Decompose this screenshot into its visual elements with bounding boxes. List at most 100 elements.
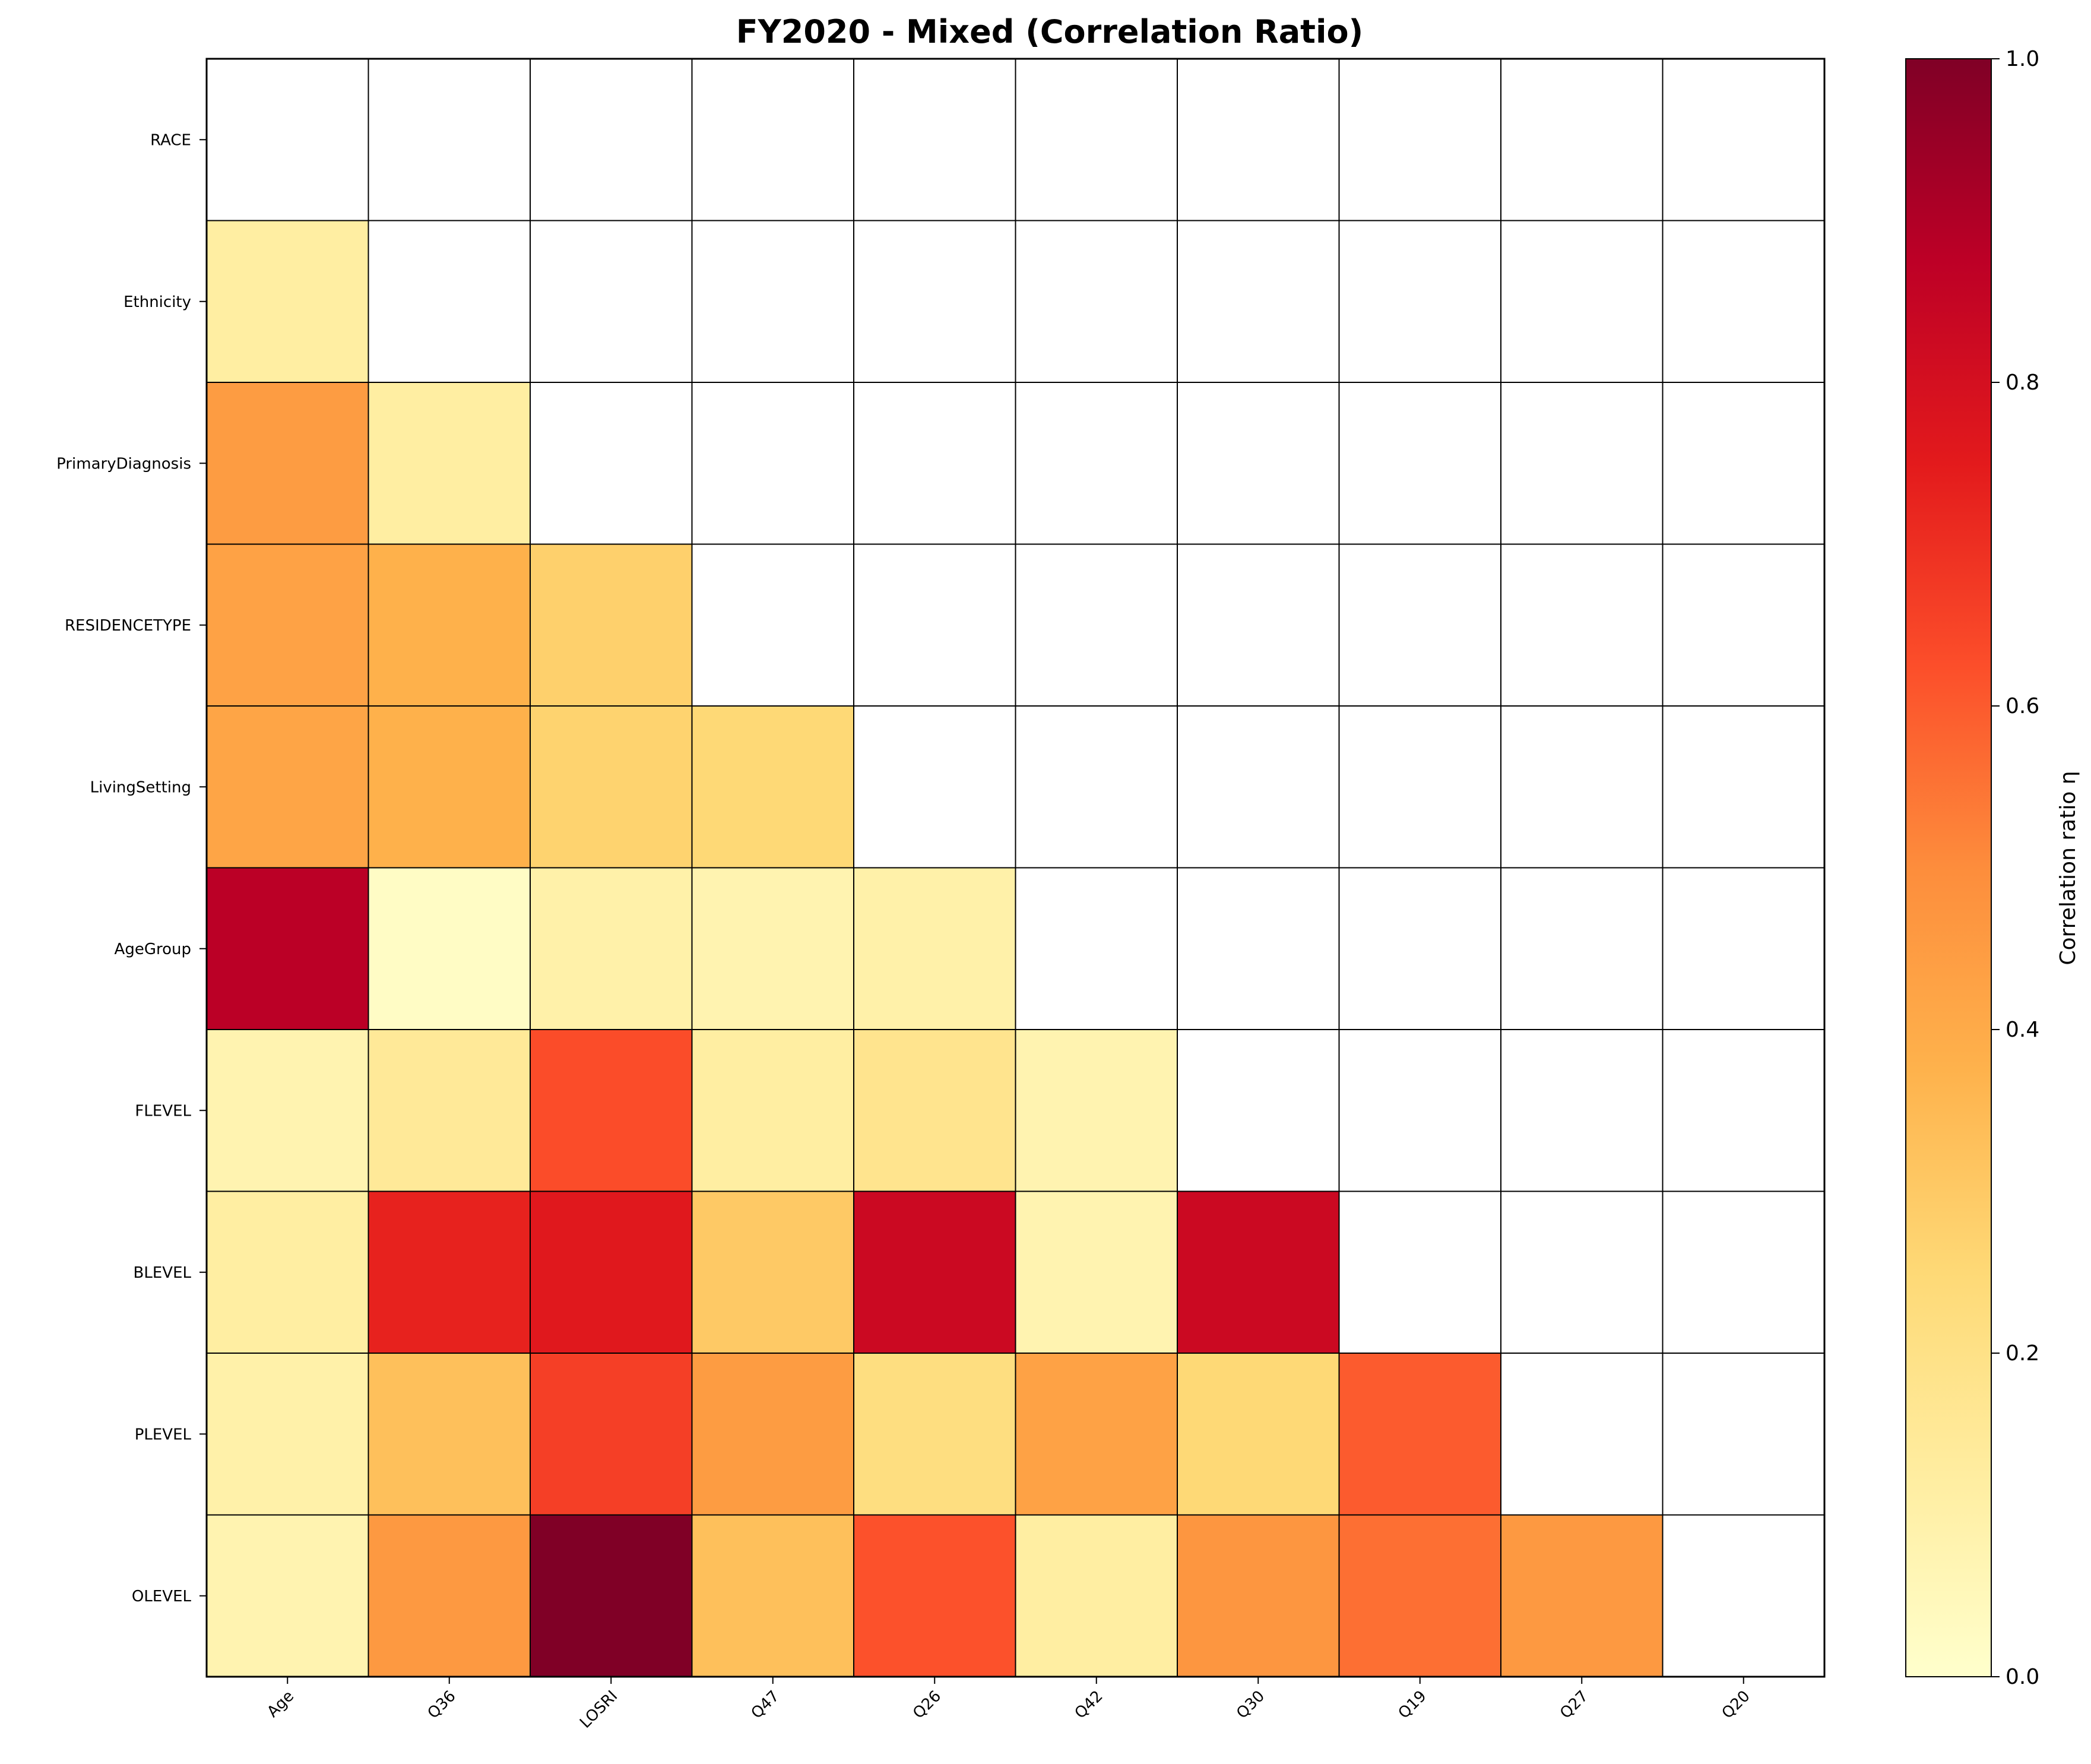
heatmap-cell xyxy=(854,867,1016,1030)
heatmap-cell xyxy=(1501,382,1663,544)
heatmap-cell xyxy=(1339,1191,1501,1353)
heatmap-cell xyxy=(1339,220,1501,382)
heatmap-cell xyxy=(1339,1353,1501,1515)
colorbar-label: Correlation ratio η xyxy=(2056,771,2080,965)
heatmap-cell xyxy=(1177,1515,1339,1677)
heatmap-cell xyxy=(530,706,692,868)
heatmap-cell xyxy=(1662,382,1824,544)
heatmap-cell xyxy=(1015,382,1177,544)
heatmap-cell xyxy=(1339,382,1501,544)
heatmap-cell xyxy=(368,1030,530,1192)
heatmap-cell xyxy=(368,382,530,544)
row-tick-label: Ethnicity xyxy=(123,293,191,311)
heatmap-cell xyxy=(530,867,692,1030)
heatmap-cell xyxy=(692,544,854,706)
heatmap-cell xyxy=(1015,1353,1177,1515)
row-tick-label: OLEVEL xyxy=(132,1588,192,1605)
heatmap-cell xyxy=(1015,1515,1177,1677)
heatmap-cell xyxy=(368,220,530,382)
heatmap-cell xyxy=(1339,1515,1501,1677)
heatmap-cell xyxy=(368,544,530,706)
heatmap-cell xyxy=(1501,1515,1663,1677)
heatmap-cell xyxy=(1501,1030,1663,1192)
colorbar-tick-label: 0.4 xyxy=(2006,1018,2039,1042)
heatmap-cell xyxy=(530,1191,692,1353)
heatmap-cell xyxy=(854,382,1016,544)
heatmap-cell xyxy=(1662,706,1824,868)
heatmap-cell xyxy=(1501,220,1663,382)
heatmap-cell xyxy=(1177,544,1339,706)
heatmap-cell xyxy=(854,1030,1016,1192)
heatmap-grid xyxy=(205,58,1826,1678)
heatmap-cell xyxy=(368,706,530,868)
heatmap-cell xyxy=(854,1353,1016,1515)
heatmap-cell xyxy=(530,382,692,544)
heatmap-cell xyxy=(1177,1030,1339,1192)
heatmap-cell xyxy=(368,1515,530,1677)
heatmap-cell xyxy=(1015,220,1177,382)
heatmap-cell xyxy=(207,1515,369,1677)
heatmap-cell xyxy=(692,867,854,1030)
heatmap-cell xyxy=(368,1353,530,1515)
heatmap-cell xyxy=(530,1030,692,1192)
colorbar-tick-label: 0.6 xyxy=(2006,694,2039,718)
heatmap-cell xyxy=(692,1515,854,1677)
column-tick-label: Q47 xyxy=(748,1687,783,1722)
heatmap-cell xyxy=(1015,1030,1177,1192)
heatmap-cell xyxy=(692,706,854,868)
heatmap-cell xyxy=(1339,1030,1501,1192)
row-tick-label: BLEVEL xyxy=(134,1264,192,1282)
heatmap-cell xyxy=(207,1030,369,1192)
column-tick-label: Q36 xyxy=(424,1687,460,1722)
heatmap-cell xyxy=(1501,867,1663,1030)
colorbar-gradient xyxy=(1905,58,1992,1677)
heatmap-cell xyxy=(1177,1353,1339,1515)
heatmap-cell xyxy=(1177,220,1339,382)
heatmap-cell xyxy=(1662,867,1824,1030)
heatmap-cell xyxy=(207,706,369,868)
heatmap-cell xyxy=(207,1353,369,1515)
heatmap-cell xyxy=(207,59,369,221)
column-tick-label: Q20 xyxy=(1719,1687,1754,1722)
heatmap-cell xyxy=(692,220,854,382)
heatmap-cell xyxy=(854,59,1016,221)
heatmap-cell xyxy=(207,1191,369,1353)
column-tick-label: Age xyxy=(264,1687,297,1721)
column-tick-labels: Age Q36 LOSRI Q47 Q26 Q42 Q30 Q19 Q27 Q20 xyxy=(264,1677,1754,1732)
heatmap-cell xyxy=(692,1191,854,1353)
heatmap-cell xyxy=(368,867,530,1030)
row-tick-label: PrimaryDiagnosis xyxy=(56,455,191,473)
heatmap-cell xyxy=(1015,1191,1177,1353)
heatmap-cell xyxy=(692,1030,854,1192)
heatmap-cell xyxy=(530,1515,692,1677)
heatmap-cell xyxy=(1662,1353,1824,1515)
heatmap-cell xyxy=(1662,59,1824,221)
heatmap-cell xyxy=(1662,1515,1824,1677)
heatmap-cell xyxy=(1339,59,1501,221)
heatmap-cell xyxy=(1015,544,1177,706)
heatmap-cell xyxy=(1015,867,1177,1030)
row-tick-label: PLEVEL xyxy=(135,1426,192,1443)
colorbar-tick-label: 0.0 xyxy=(2006,1665,2039,1689)
row-tick-label: AgeGroup xyxy=(115,940,191,958)
heatmap-cell xyxy=(1177,382,1339,544)
colorbar: 0.0 0.2 0.4 0.6 0.8 1.0 Correlation ratio η xyxy=(1905,47,2080,1689)
heatmap-cell xyxy=(692,382,854,544)
column-tick-label: Q26 xyxy=(910,1687,945,1722)
heatmap-cell xyxy=(1662,544,1824,706)
heatmap-cell xyxy=(1501,544,1663,706)
colorbar-tick-label: 0.2 xyxy=(2006,1341,2039,1366)
heatmap-cell xyxy=(1177,59,1339,221)
column-tick-label: Q30 xyxy=(1233,1687,1268,1722)
heatmap-cell xyxy=(854,220,1016,382)
heatmap-cell xyxy=(692,1353,854,1515)
heatmap-cell xyxy=(530,1353,692,1515)
heatmap-cell xyxy=(530,220,692,382)
heatmap-cell xyxy=(1501,706,1663,868)
column-tick-label: Q19 xyxy=(1395,1687,1430,1722)
colorbar-tick-label: 1.0 xyxy=(2006,47,2039,71)
heatmap-cell xyxy=(207,220,369,382)
heatmap-cell xyxy=(854,706,1016,868)
heatmap-cell xyxy=(854,1191,1016,1353)
